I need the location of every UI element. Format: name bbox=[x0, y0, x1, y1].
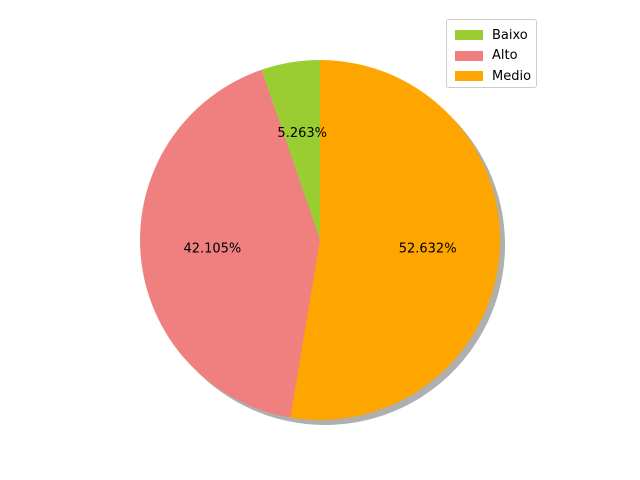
legend-item-baixo: Baixo bbox=[455, 25, 536, 46]
legend-swatch-baixo bbox=[455, 30, 483, 41]
pie-slices bbox=[140, 59, 501, 420]
pct-label-baixo: 5.263% bbox=[277, 126, 327, 141]
pct-label-medio: 52.632% bbox=[399, 241, 457, 256]
legend-swatch-alto bbox=[455, 50, 483, 61]
legend-label-medio: Medio bbox=[492, 68, 532, 84]
legend-item-alto: Alto bbox=[455, 46, 536, 67]
pct-label-alto: 42.105% bbox=[183, 241, 241, 256]
pie-slice-medio bbox=[290, 59, 501, 420]
legend-label-baixo: Baixo bbox=[492, 27, 528, 43]
legend: Baixo Alto Medio bbox=[446, 19, 537, 88]
pie-labels: 5.263% 42.105% 52.632% bbox=[183, 126, 456, 256]
legend-item-medio: Medio bbox=[455, 66, 536, 87]
legend-swatch-medio bbox=[455, 71, 483, 82]
pie-slice-baixo bbox=[261, 60, 320, 240]
legend-label-alto: Alto bbox=[492, 48, 518, 64]
pie-slice-alto bbox=[140, 69, 320, 418]
